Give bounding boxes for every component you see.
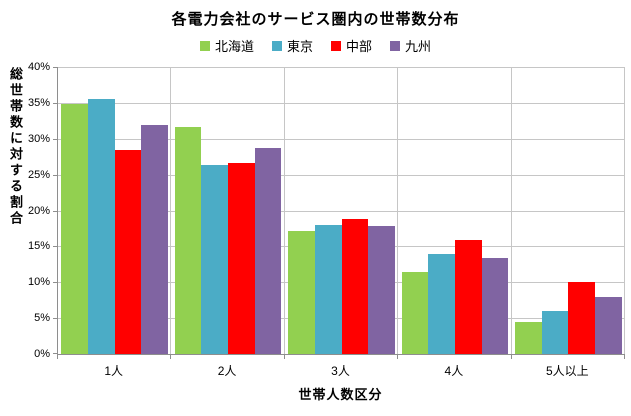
x-tick-mark [170,355,172,359]
x-tick-mark [624,355,625,359]
bar-九州-1人 [141,125,168,354]
bar-東京-2人 [201,165,229,354]
bar-東京-3人 [314,224,342,354]
bar-九州-3人 [368,226,395,354]
bar-九州-4人 [481,257,509,354]
category-boundary-gridline [510,67,512,354]
bar-九州-2人 [254,148,282,354]
y-tick-label: 35% [27,96,50,109]
bar-中部-5人以上 [568,281,595,354]
legend-label: 九州 [405,39,432,54]
bar-group-2人 [171,67,284,354]
category-boundary-gridline [283,67,285,354]
y-tick-label: 5% [34,312,50,325]
category-label: 5人以上 [545,364,589,378]
bar-中部-3人 [341,219,369,354]
category-boundary-gridline [170,67,172,354]
bar-北海道-3人 [288,230,315,354]
category-label: 1人 [104,364,124,378]
y-tick-label: 10% [27,276,50,289]
bar-北海道-2人 [174,126,202,354]
gridline-30pct [58,138,625,140]
legend-item-2: 東京 [271,36,313,55]
y-tick-label: 40% [27,61,50,73]
legend-item-4: 九州 [390,36,431,55]
legend-swatch-icon [199,40,210,51]
y-tick-label: 25% [27,168,50,181]
y-tick-label: 20% [27,204,50,217]
y-tick-mark [53,174,57,176]
x-tick-mark [283,355,285,359]
bar-九州-5人以上 [594,297,622,354]
gridline-25pct [58,174,625,176]
bar-北海道-5人以上 [515,321,542,354]
bar-group-3人 [285,67,398,354]
bar-北海道-4人 [401,271,429,354]
bar-group-4人 [398,67,511,354]
legend-item-3: 中部 [331,36,372,55]
bar-中部-2人 [228,163,255,354]
bar-group-5人以上 [512,67,625,354]
legend-swatch-icon [331,40,341,51]
y-tick-mark [53,282,57,284]
bar-group-1人 [58,67,171,354]
bar-北海道-1人 [61,103,89,354]
bar-中部-1人 [114,150,142,354]
x-tick-mark [57,355,58,359]
y-tick-label: 30% [27,132,50,145]
legend-label: 東京 [286,39,313,54]
bar-東京-1人 [88,98,115,354]
y-tick-mark [53,67,57,68]
legend-swatch-icon [271,40,282,51]
y-tick-label: 15% [27,240,50,253]
gridline-20pct [58,210,625,212]
legend-item-1: 北海道 [199,36,254,55]
gridline-40pct [58,67,625,68]
legend-label: 中部 [346,39,373,54]
bar-東京-4人 [428,253,455,354]
gridline-35pct [58,102,625,104]
category-label: 4人 [444,364,464,378]
bar-東京-5人以上 [541,310,569,354]
y-tick-mark [53,138,57,140]
bar-series-container [58,67,625,354]
y-tick-mark [53,102,57,104]
legend-swatch-icon [390,40,401,51]
x-tick-mark [510,355,512,359]
legend-label: 北海道 [214,39,254,54]
bar-中部-4人 [454,239,482,354]
y-tick-mark [53,210,57,212]
y-axis-title: 総世帯数に対する割合 [8,67,23,227]
plot-area [53,67,625,359]
x-axis-title: 世帯人数区分 [298,387,383,402]
category-boundary-gridline [624,67,625,354]
y-tick-label: 0% [34,348,50,360]
legend: 北海道 東京 中部 九州 [0,36,631,55]
y-tick-mark [53,246,57,248]
category-label: 2人 [217,364,237,378]
category-boundary-gridline [397,67,399,354]
category-label: 3人 [331,364,350,378]
x-tick-mark [397,355,399,359]
chart-title: 各電力会社のサービス圏内の世帯数分布 [171,11,460,28]
y-tick-mark [53,353,57,354]
y-tick-mark [53,318,57,320]
